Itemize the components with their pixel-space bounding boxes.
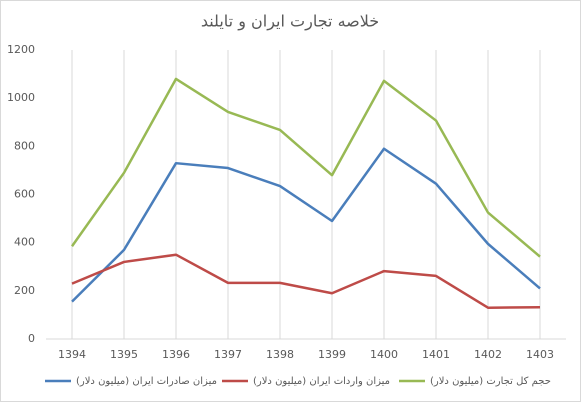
series-line [71, 253, 541, 309]
legend-label: میزان صادرات ایران (میلیون دلار) [76, 376, 217, 387]
y-tick-label: 600 [14, 188, 35, 201]
x-tick-label: 1402 [474, 348, 502, 361]
x-tick-label: 1396 [162, 348, 190, 361]
legend-label: حجم کل تجارت (میلیون دلار) [430, 376, 551, 387]
x-tick-label: 1398 [266, 348, 294, 361]
series-line [71, 147, 541, 303]
x-tick-label: 1395 [110, 348, 138, 361]
x-tick-label: 1397 [214, 348, 242, 361]
x-tick-label: 1401 [422, 348, 450, 361]
y-tick-label: 400 [14, 236, 35, 249]
x-tick-label: 1400 [370, 348, 398, 361]
legend-label: میزان واردات ایران (میلیون دلار) [253, 376, 390, 387]
x-tick-label: 1399 [318, 348, 346, 361]
y-tick-label: 1000 [7, 91, 35, 104]
series-line [70, 77, 541, 258]
y-tick-label: 1200 [7, 43, 35, 56]
x-tick-label: 1403 [526, 348, 554, 361]
x-tick-label: 1394 [58, 348, 86, 361]
chart-title: خلاصه تجارت ایران و تایلند [201, 12, 379, 32]
y-tick-label: 0 [28, 332, 35, 345]
y-tick-label: 200 [14, 284, 35, 297]
y-tick-label: 800 [14, 139, 35, 152]
